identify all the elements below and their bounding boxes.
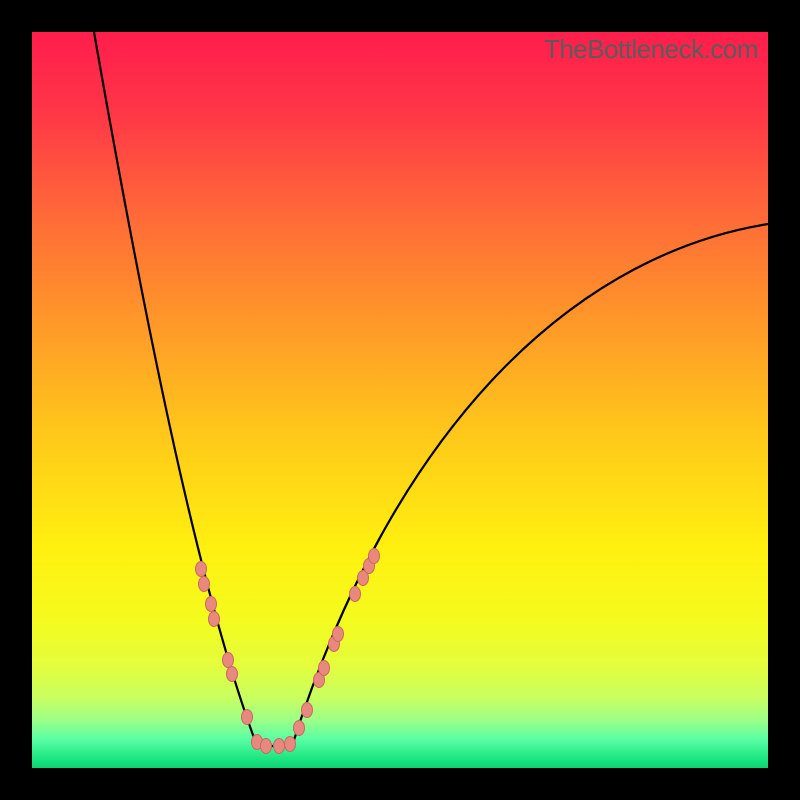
data-marker [209,612,220,627]
data-marker [227,667,238,682]
data-marker [261,739,272,754]
data-marker [319,661,330,676]
data-marker [333,627,344,642]
data-marker [350,587,361,602]
curve-layer [32,32,768,768]
data-marker [369,549,380,564]
data-marker [242,710,253,725]
watermark-text: TheBottleneck.com [544,34,758,65]
data-markers [196,549,380,754]
data-marker [294,721,305,736]
data-marker [274,739,285,754]
bottleneck-curve [94,32,768,746]
data-marker [285,737,296,752]
data-marker [196,562,207,577]
outer-frame: TheBottleneck.com [32,32,768,768]
data-marker [302,703,313,718]
data-marker [223,653,234,668]
data-marker [199,577,210,592]
data-marker [206,597,217,612]
